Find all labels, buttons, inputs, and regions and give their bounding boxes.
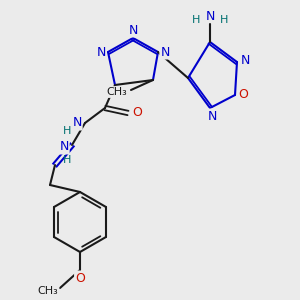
Text: N: N	[72, 116, 82, 130]
Text: H: H	[192, 15, 200, 25]
Text: N: N	[240, 53, 250, 67]
Text: H: H	[220, 15, 228, 25]
Text: H: H	[63, 155, 71, 165]
Text: N: N	[160, 46, 170, 59]
Text: N: N	[96, 46, 106, 59]
Text: N: N	[207, 110, 217, 122]
Text: O: O	[238, 88, 248, 101]
Text: O: O	[132, 106, 142, 119]
Text: H: H	[63, 126, 71, 136]
Text: O: O	[75, 272, 85, 284]
Text: N: N	[59, 140, 69, 154]
Text: N: N	[128, 23, 138, 37]
Text: CH₃: CH₃	[38, 286, 58, 296]
Text: CH₃: CH₃	[106, 87, 128, 97]
Text: N: N	[205, 10, 215, 22]
